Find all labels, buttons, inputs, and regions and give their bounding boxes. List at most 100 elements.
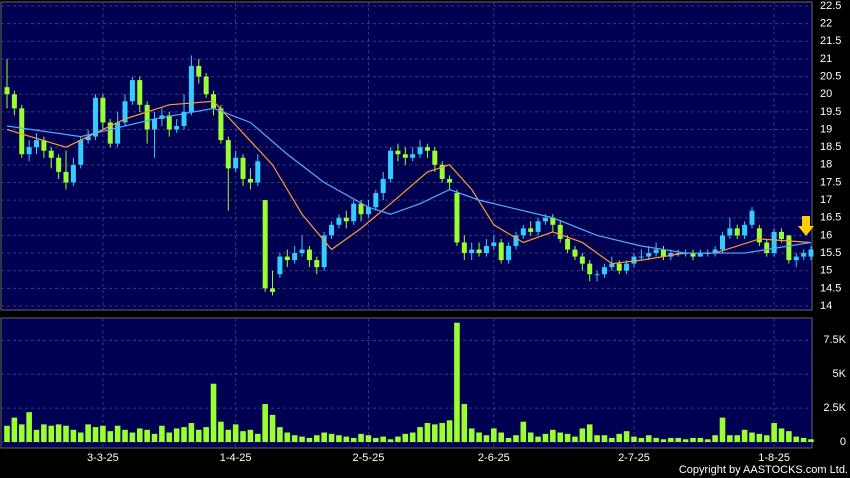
volume-bar [321,432,327,442]
volume-bar [601,435,608,442]
y-tick-label: 17.5 [820,176,841,188]
candle-body [365,207,371,215]
y-tick-label: 15 [820,265,832,277]
volume-bar [756,433,763,442]
volume-bar [26,412,32,442]
y-tick-label: 0 [840,436,846,448]
volume-bar [129,432,136,442]
candle-body [410,154,416,158]
volume-bar [572,436,578,442]
candle-body [690,253,696,257]
candle-body [351,203,357,222]
volume-bar [122,429,128,442]
volume-bar [668,437,674,442]
candle-body [270,288,276,292]
candle-body [801,253,807,257]
volume-bar [513,435,519,442]
volume-bar [439,423,445,442]
candle-body [373,193,379,208]
volume-bar [631,436,637,442]
volume-bar [498,432,505,442]
volume-bar [527,432,534,442]
candle-body [181,111,187,126]
candle-body [402,154,408,158]
candle-body [498,242,504,261]
candle-body [557,224,563,239]
volume-bar [564,433,571,442]
volume-bar [63,425,69,442]
volume-bar [299,436,305,442]
candle-body [786,235,792,261]
candle-body [734,228,740,236]
volume-bar [778,428,785,442]
candle-body [34,140,40,148]
volume-bar [638,437,645,442]
candle-body [808,249,814,257]
candle-body [137,80,143,105]
volume-bar [653,437,659,442]
volume-bar [749,432,755,442]
volume-bar [793,436,800,442]
candle-body [85,136,91,141]
candle-body [19,108,25,155]
candle-body [712,249,718,254]
volume-bar [432,424,438,442]
volume-bar [387,439,394,442]
candle-body [48,150,54,158]
y-tick-label: 7.5K [823,334,846,346]
volume-bar [771,423,777,442]
volume-bar [151,433,158,442]
volume-bar [505,437,512,442]
candle-body [166,115,172,130]
candle-body [388,150,394,179]
volume-bar [461,404,468,442]
volume-bar [476,432,482,442]
x-tick-label: 2-6-25 [478,452,510,464]
volume-bar [535,436,541,442]
candle-body [277,256,283,275]
volume-bar [85,424,91,442]
candle-body [233,157,239,169]
volume-bar [55,424,62,442]
candle-body [122,101,128,123]
volume-bar [417,427,423,442]
volume-bar [594,435,600,442]
volume-bar [609,437,615,442]
candle-body [358,203,364,215]
y-tick-label: 16.5 [820,212,841,224]
volume-bar [4,425,10,442]
x-tick-label: 1-4-25 [220,452,252,464]
volume-bar [247,429,254,442]
candle-body [624,263,630,271]
candle-body [609,263,615,268]
moving-average-line [6,107,812,254]
candle-body [306,249,312,261]
candle-body [638,256,644,258]
volume-bar [424,423,431,442]
candle-body [565,238,571,250]
y-tick-label: 18 [820,159,832,171]
candle-body [188,66,194,112]
volume-panel [0,317,813,449]
volume-bar [550,429,556,442]
candle-body [483,246,489,254]
candle-body [417,147,423,155]
volume-bar [18,424,25,442]
volume-bar [306,437,313,442]
volume-bar [188,423,195,442]
volume-bar [41,424,47,442]
volume-bar [697,437,704,442]
volume-bar [719,417,726,442]
candle-body [93,97,99,137]
y-tick-label: 21 [820,53,832,65]
volume-bar [173,428,180,442]
candle-body [520,228,526,236]
volume-bar [712,435,718,442]
candle-body [469,249,475,254]
volume-bar [763,435,770,442]
candle-body [218,108,224,141]
copyright: Copyright by AASTOCKS.com Ltd. [679,464,848,476]
candle-body [447,178,453,183]
volume-bar [454,322,460,442]
volume-bar [277,427,283,442]
